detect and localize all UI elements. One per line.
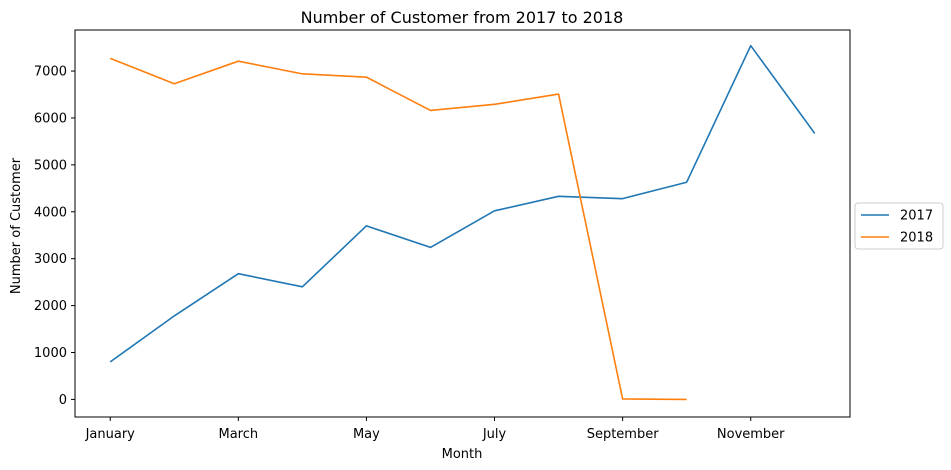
legend-label-2017: 2017 [900,209,933,224]
x-tick-label: September [587,427,660,442]
plot-area: 0 1000 2000 3000 4000 5000 6000 7000 January Marc… [34,44,816,442]
y-tick-label: 7000 [34,65,67,80]
legend: 2017 2018 [854,202,944,250]
series-line-2018 [109,57,687,401]
y-tick-label: 3000 [34,252,67,267]
y-tick-label: 4000 [34,205,67,220]
x-tick-label: January [85,427,136,442]
plot-frame [74,29,851,418]
legend-label-2018: 2018 [900,231,933,246]
x-tick-label: March [219,427,259,442]
series-line-2017 [109,44,816,363]
x-tick-label: July [482,427,507,442]
x-tick-label: November [717,427,785,442]
y-tick-label: 5000 [34,158,67,173]
chart-title: Number of Customer from 2017 to 2018 [301,8,624,27]
x-axis-label: Month [442,447,483,462]
y-tick-label: 0 [59,393,67,408]
x-tick-label: May [353,427,380,442]
y-axis-label: Number of Customer [9,157,24,294]
y-tick-label: 2000 [34,299,67,314]
y-tick-label: 6000 [34,111,67,126]
y-tick-label: 1000 [34,346,67,361]
